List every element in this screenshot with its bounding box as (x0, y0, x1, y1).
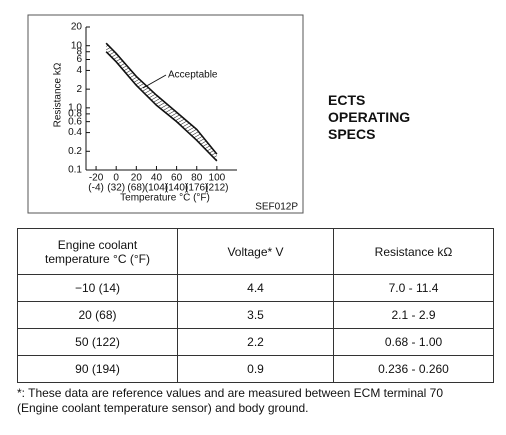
x-tick-label-f: (176) (185, 183, 208, 194)
spec-table: Engine coolant temperature °C (°F) Voltag… (17, 228, 494, 383)
table-cell: 50 (122) (17, 328, 178, 356)
y-axis-title: Resistance kΩ (53, 62, 64, 127)
y-tick-label: 10 (71, 40, 83, 51)
y-tick-label: 4 (76, 65, 82, 76)
table-cell: 3.5 (177, 301, 334, 329)
x-tick-label: 100 (209, 173, 226, 184)
table-row: 20 (68) 3.5 2.1 - 2.9 (17, 301, 494, 329)
table-cell: 90 (194) (17, 355, 178, 383)
y-tick-label: 0.4 (68, 127, 82, 138)
table-cell: 0.9 (177, 355, 334, 383)
table-cell: 20 (68) (17, 301, 178, 329)
x-tick-label: 0 (113, 173, 119, 184)
table-cell: 4.4 (177, 274, 334, 302)
y-tick-label: 8 (76, 46, 82, 57)
figure-code: SEF012P (255, 202, 298, 213)
x-tick-label: 60 (171, 173, 183, 184)
header-cell: Resistance kΩ (333, 228, 494, 275)
y-tick-label: 0.6 (68, 116, 82, 127)
footnote: *: These data are reference values and a… (17, 386, 443, 416)
table-cell: 0.236 - 0.260 (333, 355, 494, 383)
x-tick-label-f: (32) (107, 183, 125, 194)
y-tick-label: 1.0 (68, 102, 82, 113)
chart: Resistance kΩ Temperature °C (°F) SEF012… (27, 14, 304, 214)
x-tick-label-f: (212) (205, 183, 228, 194)
x-tick-label-f: (68) (127, 183, 145, 194)
footnote-line: (Engine coolant temperature sensor) and … (17, 401, 309, 415)
table-cell: 7.0 - 11.4 (333, 274, 494, 302)
y-tick-label: 0.1 (68, 165, 82, 176)
x-axis-title: Temperature °C (°F) (120, 193, 210, 204)
y-tick-label: 0.2 (68, 146, 82, 157)
acceptable-band (106, 43, 217, 161)
annotation: Acceptable (168, 70, 218, 81)
x-tick-label-f: (104) (145, 183, 168, 194)
table-cell: −10 (14) (17, 274, 178, 302)
y-tick-label: 2 (76, 84, 82, 95)
chart-frame (27, 14, 304, 214)
table-cell: 0.68 - 1.00 (333, 328, 494, 356)
table-row: −10 (14) 4.4 7.0 - 11.4 (17, 274, 494, 302)
curve (105, 51, 218, 162)
curve (105, 42, 218, 155)
y-tick-label: 6 (76, 54, 82, 65)
table-row: 90 (194) 0.9 0.236 - 0.260 (17, 355, 494, 383)
x-tick-label: 40 (151, 173, 163, 184)
table-cell: 2.2 (177, 328, 334, 356)
table-row: 50 (122) 2.2 0.68 - 1.00 (17, 328, 494, 356)
x-tick-label-f: (140) (165, 183, 188, 194)
header-cell: Voltage* V (177, 228, 334, 275)
y-tick-label: 20 (71, 22, 83, 33)
x-tick-label: 20 (131, 173, 143, 184)
header-cell: Engine coolant temperature °C (°F) (17, 228, 178, 275)
table-cell: 2.1 - 2.9 (333, 301, 494, 329)
y-tick-label: 0.8 (68, 109, 82, 120)
x-tick-label: -20 (89, 173, 104, 184)
heading: ECTS OPERATING SPECS (328, 92, 411, 142)
x-tick-label: 80 (191, 173, 203, 184)
footnote-line: *: These data are reference values and a… (17, 386, 444, 400)
x-tick-label-f: (-4) (88, 183, 104, 194)
